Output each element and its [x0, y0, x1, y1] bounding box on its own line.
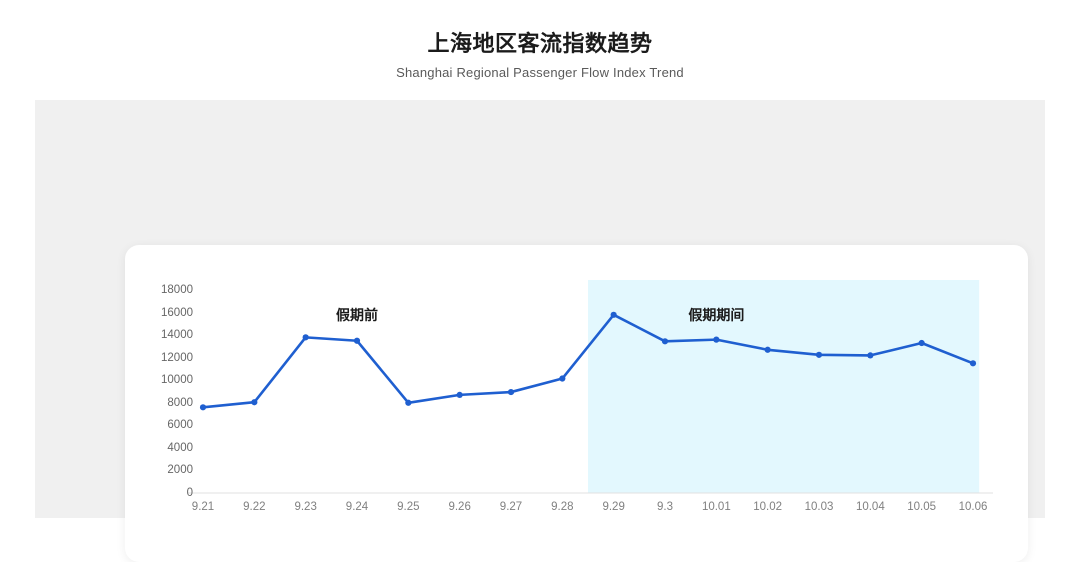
- data-point[interactable]: [456, 391, 463, 398]
- y-axis-tick: 4000: [167, 441, 193, 454]
- data-point[interactable]: [661, 338, 669, 345]
- region-annotation-label: 假期前: [336, 307, 378, 323]
- data-point[interactable]: [713, 336, 720, 343]
- data-point[interactable]: [918, 339, 925, 347]
- y-axis-tick: 8000: [167, 396, 193, 409]
- holiday-highlight-band: [588, 280, 980, 493]
- passenger-flow-line: [201, 313, 975, 409]
- line-chart-svg: [187, 280, 993, 494]
- data-point[interactable]: [867, 352, 874, 359]
- y-axis-tick: 12000: [161, 351, 193, 364]
- data-point-markers: [199, 311, 977, 411]
- data-point[interactable]: [405, 399, 412, 406]
- y-axis-tick: 10000: [161, 374, 193, 387]
- line-chart-plot-area: 18000 16000 14000 12000 10000 8000 6000 4000 200…: [125, 245, 1028, 562]
- x-axis-tick: 9.25: [397, 501, 420, 513]
- x-axis-tick: 9.21: [191, 501, 215, 513]
- data-point[interactable]: [764, 346, 771, 353]
- x-axis-tick: 10.01: [701, 501, 731, 513]
- x-axis-tick: 9.28: [551, 501, 574, 513]
- chart-outer-panel: 18000 16000 14000 12000 10000 8000 6000 4000 200…: [35, 100, 1045, 562]
- x-axis-tick: 9.3: [657, 501, 673, 513]
- y-axis-tick: 0: [186, 487, 193, 499]
- data-point[interactable]: [507, 388, 515, 396]
- data-point[interactable]: [199, 404, 207, 411]
- data-point[interactable]: [251, 399, 258, 406]
- x-axis-tick: 9.23: [294, 501, 317, 513]
- x-axis-tick: 10.03: [804, 501, 834, 513]
- x-axis-tick: 10.06: [958, 501, 988, 513]
- data-point[interactable]: [302, 334, 309, 341]
- data-point[interactable]: [815, 351, 823, 358]
- y-axis-tick-labels: 18000 16000 14000 12000 10000 8000 6000 4000 200…: [125, 245, 193, 562]
- data-point[interactable]: [559, 375, 566, 382]
- x-axis-tick: 9.22: [243, 501, 266, 513]
- x-axis-tick: 10.02: [753, 501, 783, 513]
- x-axis-tick: 9.26: [448, 501, 471, 513]
- data-point[interactable]: [969, 360, 977, 367]
- y-axis-tick: 18000: [161, 284, 193, 296]
- x-axis-tick: 9.27: [499, 501, 523, 513]
- page-title: 上海地区客流指数趋势: [427, 31, 653, 56]
- x-axis-tick: 10.04: [855, 501, 885, 513]
- y-axis-tick: 6000: [167, 419, 193, 432]
- y-axis-tick: 2000: [167, 464, 193, 477]
- region-annotation-label: 假期期间: [688, 307, 745, 323]
- x-axis-tick: 10.05: [907, 501, 937, 513]
- x-axis-tick: 9.29: [602, 501, 625, 513]
- chart-header: 上海地区客流指数趋势 Shanghai Regional Passenger F…: [0, 0, 1080, 80]
- page-subtitle: Shanghai Regional Passenger Flow Index T…: [396, 65, 684, 80]
- data-point[interactable]: [610, 311, 617, 318]
- y-axis-tick: 14000: [161, 329, 193, 342]
- x-axis-tick: 9.24: [345, 501, 369, 513]
- chart-card: 18000 16000 14000 12000 10000 8000 6000 4000 200…: [125, 245, 1028, 562]
- y-axis-tick: 16000: [161, 306, 193, 319]
- x-axis-tick-labels: 9.21 9.22 9.23 9.24 9.25 9.26 9.27 9.28 9.29 9.3 1…: [125, 245, 1028, 562]
- data-point[interactable]: [353, 337, 361, 344]
